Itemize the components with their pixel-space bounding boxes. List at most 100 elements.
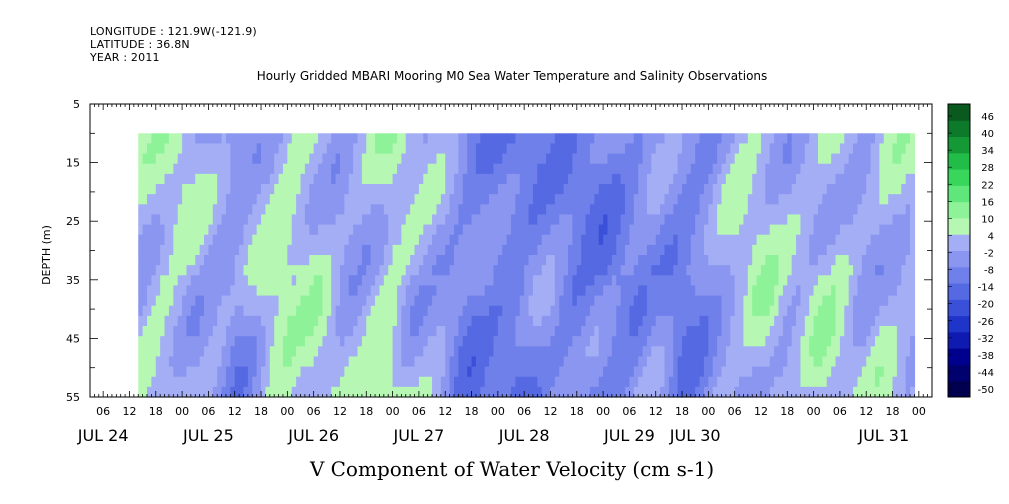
heatmap-cell bbox=[484, 386, 490, 398]
heatmap-cell bbox=[572, 305, 578, 317]
heatmap-cell bbox=[774, 153, 780, 165]
heatmap-cell bbox=[607, 143, 613, 155]
heatmap-cell bbox=[177, 163, 183, 175]
heatmap-cell bbox=[861, 336, 867, 347]
heatmap-cell bbox=[366, 184, 372, 195]
heatmap-cell bbox=[541, 133, 547, 145]
heatmap-cell bbox=[282, 366, 288, 378]
heatmap-cell bbox=[344, 163, 350, 175]
heatmap-cell bbox=[396, 194, 402, 205]
heatmap-cell bbox=[550, 184, 556, 195]
heatmap-cell bbox=[787, 255, 793, 266]
heatmap-cell bbox=[703, 305, 709, 317]
heatmap-cell bbox=[186, 214, 192, 226]
heatmap-cell bbox=[291, 315, 297, 327]
heatmap-cell bbox=[892, 346, 898, 358]
heatmap-cell bbox=[598, 386, 604, 398]
heatmap-cell bbox=[339, 356, 345, 368]
heatmap-cell bbox=[247, 285, 253, 297]
heatmap-cell bbox=[756, 173, 762, 185]
heatmap-cell bbox=[620, 255, 626, 266]
heatmap-cell bbox=[331, 214, 337, 226]
heatmap-cell bbox=[581, 224, 587, 236]
heatmap-cell bbox=[410, 315, 416, 327]
heatmap-cell bbox=[660, 204, 666, 216]
heatmap-cell bbox=[234, 356, 240, 368]
heatmap-cell bbox=[309, 194, 315, 205]
heatmap-cell bbox=[905, 386, 911, 398]
heatmap-cell bbox=[638, 204, 644, 216]
heatmap-cell bbox=[418, 376, 424, 388]
heatmap-cell bbox=[730, 224, 736, 236]
heatmap-cell bbox=[182, 275, 188, 287]
heatmap-cell bbox=[563, 315, 569, 327]
heatmap-cell bbox=[642, 275, 648, 287]
heatmap-cell bbox=[910, 386, 916, 398]
heatmap-cell bbox=[265, 285, 271, 297]
heatmap-cell bbox=[208, 285, 214, 297]
heatmap-cell bbox=[449, 305, 455, 317]
heatmap-cell bbox=[300, 184, 306, 195]
heatmap-cell bbox=[896, 386, 902, 398]
heatmap-cell bbox=[322, 224, 328, 236]
heatmap-cell bbox=[826, 133, 832, 145]
heatmap-cell bbox=[199, 366, 205, 378]
heatmap-cell bbox=[370, 194, 376, 205]
heatmap-cell bbox=[379, 153, 385, 165]
heatmap-cell bbox=[712, 305, 718, 317]
heatmap-cell bbox=[524, 194, 530, 205]
heatmap-cell bbox=[353, 143, 359, 155]
heatmap-cell bbox=[839, 204, 845, 216]
heatmap-cell bbox=[339, 204, 345, 216]
heatmap-cell bbox=[291, 224, 297, 236]
heatmap-cell bbox=[502, 366, 508, 378]
heatmap-cell bbox=[585, 255, 591, 266]
heatmap-cell bbox=[546, 265, 552, 276]
longitude-label: LONGITUDE : 121.9W(-121.9) bbox=[90, 25, 257, 38]
heatmap-cell bbox=[190, 224, 196, 236]
heatmap-cell bbox=[883, 315, 889, 327]
heatmap-cell bbox=[813, 143, 819, 155]
heatmap-cell bbox=[616, 133, 622, 145]
heatmap-cell bbox=[769, 386, 775, 398]
heatmap-cell bbox=[874, 163, 880, 175]
heatmap-cell bbox=[274, 336, 280, 347]
heatmap-cell bbox=[147, 305, 152, 317]
heatmap-cell bbox=[730, 194, 736, 205]
heatmap-cell bbox=[699, 265, 705, 276]
heatmap-cell bbox=[730, 275, 736, 287]
heatmap-cell bbox=[322, 244, 328, 256]
heatmap-cell bbox=[734, 366, 740, 378]
heatmap-cell bbox=[787, 133, 793, 145]
heatmap-cell bbox=[151, 224, 157, 236]
heatmap-cell bbox=[563, 163, 569, 175]
heatmap-cell bbox=[313, 356, 319, 368]
heatmap-cell bbox=[629, 163, 635, 175]
heatmap-cell bbox=[168, 386, 174, 398]
heatmap-cell bbox=[589, 244, 595, 256]
heatmap-cell bbox=[905, 143, 911, 155]
heatmap-cell bbox=[427, 265, 433, 276]
heatmap-cell bbox=[668, 163, 674, 175]
heatmap-cell bbox=[388, 143, 394, 155]
heatmap-cell bbox=[230, 376, 236, 388]
heatmap-cell bbox=[646, 275, 652, 287]
heatmap-cell bbox=[304, 143, 310, 155]
heatmap-cell bbox=[822, 194, 828, 205]
heatmap-cell bbox=[541, 315, 547, 327]
heatmap-cell bbox=[532, 295, 538, 307]
heatmap-cell bbox=[568, 315, 573, 327]
heatmap-cell bbox=[633, 153, 639, 165]
heatmap-cell bbox=[458, 376, 464, 388]
heatmap-cell bbox=[445, 234, 451, 246]
heatmap-cell bbox=[879, 244, 885, 256]
heatmap-cell bbox=[616, 173, 622, 185]
year-label: YEAR : 2011 bbox=[90, 51, 160, 64]
heatmap-cell bbox=[269, 143, 275, 155]
heatmap-cell bbox=[357, 194, 363, 205]
heatmap-cell bbox=[611, 234, 617, 246]
heatmap-cell bbox=[506, 315, 512, 327]
heatmap-cell bbox=[484, 285, 490, 297]
heatmap-cell bbox=[892, 173, 898, 185]
heatmap-cell bbox=[708, 173, 714, 185]
